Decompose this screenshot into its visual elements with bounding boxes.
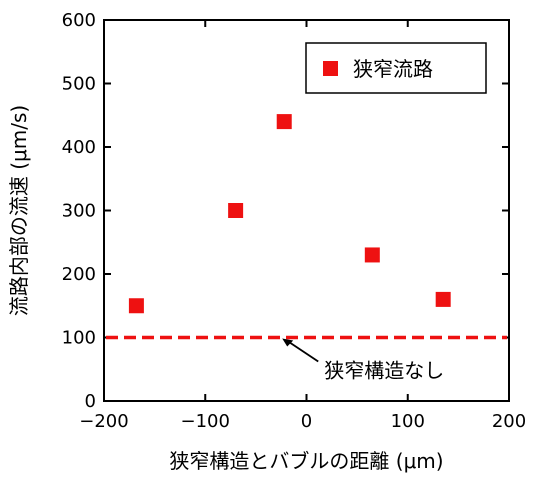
x-tick-label: 0	[301, 411, 312, 432]
axes: −200 −100 0 100 200 0 100 200 300 400 500 600 狭窄構造とバ…	[7, 10, 526, 473]
annotations: 狭窄構造なし	[282, 338, 444, 383]
x-tick-label: −100	[181, 411, 230, 432]
x-axis-title: 狭窄構造とバブルの距離 (μm)	[169, 449, 443, 473]
annotation-arrowhead	[282, 338, 294, 347]
legend-label: 狭窄流路	[353, 57, 433, 81]
y-tick-label: 200	[62, 264, 96, 285]
data-point-square	[435, 291, 451, 307]
legend: 狭窄流路	[305, 42, 487, 94]
y-axis-title: 流路内部の流速 (μm/s)	[7, 105, 31, 316]
data-point-square	[128, 298, 144, 314]
data-points	[128, 114, 451, 314]
annotation-arrow	[287, 340, 319, 363]
data-point-square	[228, 203, 244, 218]
y-tick-label: 100	[62, 328, 96, 349]
y-tick-label: 0	[85, 391, 96, 412]
y-tick-label: 300	[62, 201, 96, 222]
x-tick-label: −200	[79, 411, 128, 432]
x-tick-label: 200	[492, 411, 526, 432]
x-tick-label: 100	[391, 411, 425, 432]
y-tick-label: 500	[62, 74, 96, 95]
data-point-square	[276, 114, 292, 130]
y-tick-label: 400	[62, 137, 96, 158]
reference-line-label: 狭窄構造なし	[324, 359, 444, 383]
legend-marker	[323, 61, 338, 76]
data-point-square	[364, 247, 380, 263]
y-tick-label: 600	[62, 10, 96, 31]
